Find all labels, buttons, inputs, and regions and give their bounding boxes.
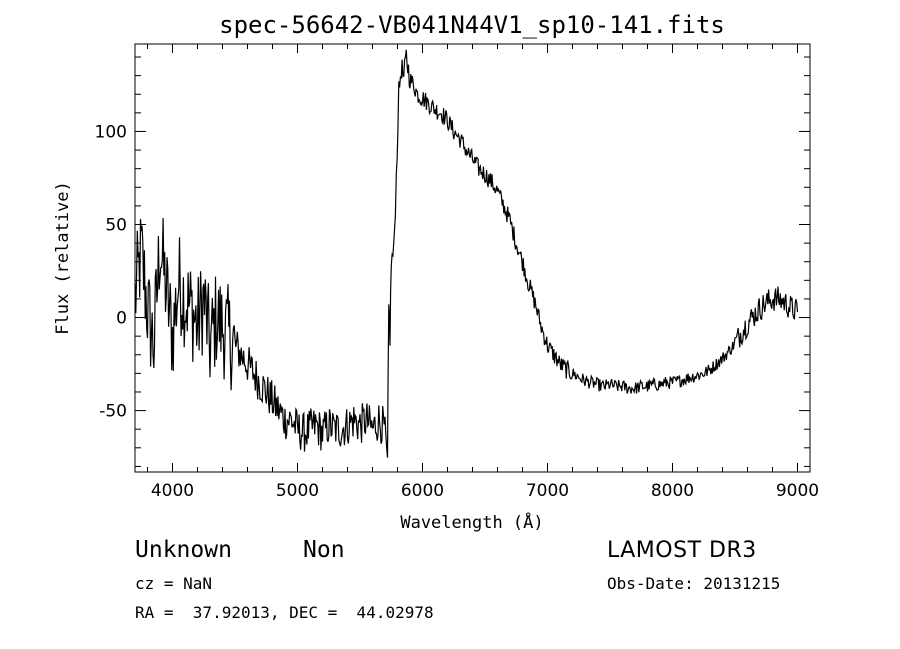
coordinates: RA = 37.92013, DEC = 44.02978 (135, 603, 434, 622)
observation-date: Obs-Date: 20131215 (607, 574, 781, 593)
x-tick-label: 6000 (401, 481, 444, 501)
redshift-value: cz = NaN (135, 574, 213, 593)
axis-tick-labels: 4000 5000 6000 7000 8000 9000 -50 0 50 100 (95, 122, 820, 501)
spectrum-chart: spec-56642-VB041N44V1_sp10-141.fits 4000… (53, 11, 820, 533)
x-tick-label: 4000 (151, 481, 194, 501)
x-axis-label: Wavelength (Å) (400, 511, 543, 533)
object-subclass: Non (303, 537, 345, 563)
spectrum-line (134, 49, 799, 458)
survey-name: LAMOST DR3 (607, 538, 757, 563)
axis-ticks (135, 44, 810, 472)
y-tick-label: 0 (116, 309, 127, 329)
y-tick-label: -50 (99, 402, 127, 422)
plot-frame (134, 43, 811, 473)
x-tick-label: 9000 (776, 481, 819, 501)
y-axis-label: Flux (relative) (53, 181, 73, 335)
x-tick-label: 5000 (276, 481, 319, 501)
chart-title: spec-56642-VB041N44V1_sp10-141.fits (219, 11, 725, 39)
x-tick-label: 8000 (651, 481, 694, 501)
y-tick-label: 100 (95, 122, 127, 142)
y-tick-label: 50 (105, 216, 127, 236)
x-tick-label: 7000 (526, 481, 569, 501)
object-class: Unknown (135, 537, 232, 563)
